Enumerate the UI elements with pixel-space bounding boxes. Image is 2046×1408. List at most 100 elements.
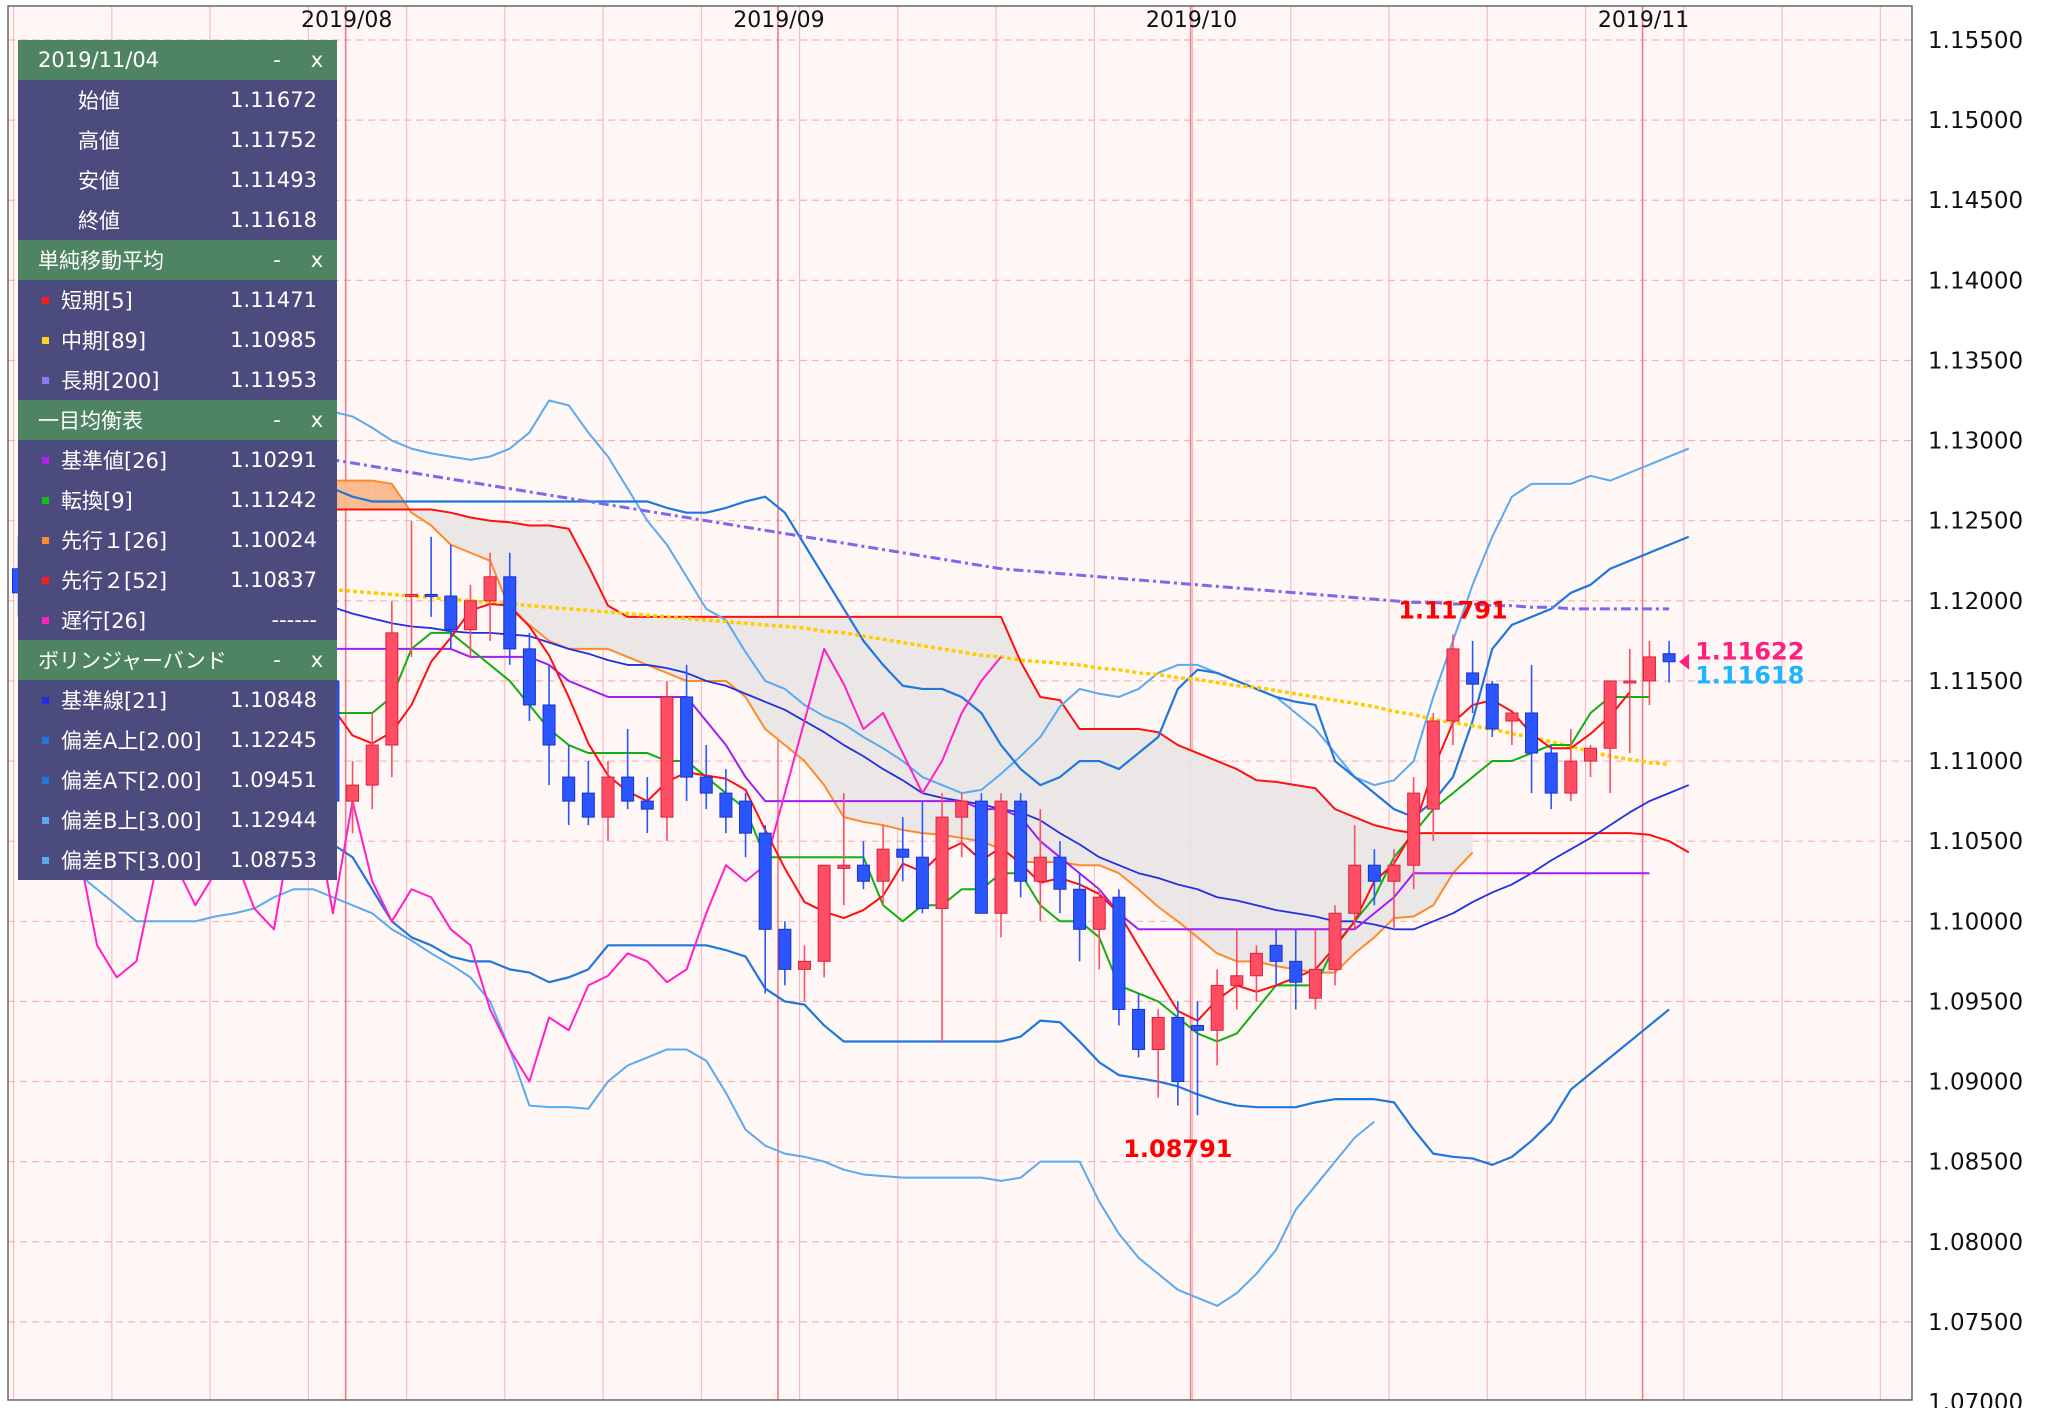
y-tick-label: 1.15000 bbox=[1928, 108, 2023, 134]
close-button[interactable]: x bbox=[310, 648, 324, 672]
close-button[interactable]: x bbox=[310, 408, 324, 432]
panel-row: 偏差A下[2.00] 1.09451 bbox=[18, 760, 337, 800]
candle-body bbox=[483, 576, 497, 602]
panel-row-value: 1.11471 bbox=[230, 288, 317, 312]
legend-color-swatch bbox=[42, 496, 49, 504]
cloud-segment bbox=[1433, 833, 1453, 906]
panel-row: 基準線[21] 1.10848 bbox=[18, 680, 337, 720]
candle-body bbox=[1132, 1008, 1146, 1050]
y-tick-label: 1.07000 bbox=[1928, 1390, 2023, 1408]
legend-color-swatch bbox=[42, 296, 49, 304]
candle-body bbox=[1014, 800, 1028, 882]
panel-row-label: 転換[9] bbox=[61, 489, 133, 513]
sma-rows: 短期[5] 1.11471 中期[89] 1.10985 長期[200] 1.11953 bbox=[18, 280, 337, 400]
candle-body bbox=[856, 864, 870, 882]
candle-body bbox=[1230, 975, 1244, 986]
candle-body bbox=[1112, 896, 1126, 1010]
current-price-label: 1.11622 bbox=[1695, 638, 1804, 666]
minimize-button[interactable]: - bbox=[273, 408, 281, 432]
cloud-segment bbox=[706, 616, 726, 681]
cloud-segment bbox=[1158, 732, 1178, 922]
panel-row: 安値 1.11493 bbox=[18, 160, 337, 200]
minimize-button[interactable]: - bbox=[273, 248, 281, 272]
minimize-button[interactable]: - bbox=[273, 48, 281, 72]
y-tick-label: 1.12000 bbox=[1928, 589, 2023, 615]
candle-body bbox=[640, 800, 654, 810]
panel-row: 先行２[52] 1.10837 bbox=[18, 560, 337, 600]
cloud-segment bbox=[686, 616, 707, 681]
panel-row-label: 先行２[52] bbox=[61, 569, 168, 593]
panel-row-value: 1.11618 bbox=[230, 208, 317, 232]
x-month-label: 2019/10 bbox=[1146, 8, 1237, 33]
panel-row-label: 短期[5] bbox=[61, 289, 133, 313]
candle-body bbox=[424, 593, 438, 597]
bb-lower-3sigma-line bbox=[18, 840, 1375, 1307]
panel-row-label: 長期[200] bbox=[61, 369, 160, 393]
candle-body bbox=[1348, 864, 1362, 914]
cloud-segment bbox=[431, 509, 451, 545]
y-tick-label: 1.11500 bbox=[1928, 669, 2023, 695]
cloud-segment bbox=[1059, 700, 1080, 866]
cloud-segment bbox=[1118, 729, 1139, 890]
candle-body bbox=[1544, 752, 1558, 794]
candle-body bbox=[837, 864, 851, 869]
candle-body bbox=[1249, 952, 1263, 977]
candle-body bbox=[1642, 656, 1656, 682]
panel-row-label: 偏差B下[3.00] bbox=[61, 849, 202, 873]
cloud-segment bbox=[647, 616, 667, 673]
panel-row: 高値 1.11752 bbox=[18, 120, 337, 160]
candle-body bbox=[1328, 912, 1342, 970]
y-tick-label: 1.14500 bbox=[1928, 188, 2023, 214]
cloud-segment bbox=[1452, 833, 1473, 874]
cloud-segment bbox=[1197, 753, 1218, 954]
cloud-segment bbox=[1177, 745, 1198, 938]
candle-body bbox=[601, 776, 615, 818]
candle-body bbox=[1171, 1016, 1185, 1083]
cloud-segment bbox=[1079, 729, 1100, 866]
cloud-segment bbox=[1295, 785, 1316, 973]
candle-body bbox=[1289, 960, 1303, 983]
candle-body bbox=[1073, 888, 1087, 930]
cloud-segment bbox=[1217, 761, 1237, 962]
y-tick-label: 1.08000 bbox=[1928, 1230, 2023, 1256]
x-month-label: 2019/09 bbox=[733, 8, 824, 33]
close-button[interactable]: x bbox=[310, 248, 324, 272]
legend-color-swatch bbox=[42, 336, 49, 344]
ichimoku-title: 一目均衡表 bbox=[38, 409, 143, 433]
cloud-segment bbox=[1099, 729, 1119, 874]
candle-body bbox=[915, 856, 929, 909]
candle-body bbox=[778, 928, 792, 970]
candle-body bbox=[1564, 760, 1578, 794]
cloud-segment bbox=[843, 616, 864, 822]
ichimoku-cloud bbox=[18, 440, 1473, 973]
minimize-button[interactable]: - bbox=[273, 648, 281, 672]
cloud-segment bbox=[804, 616, 825, 786]
candle-body bbox=[935, 816, 949, 909]
cloud-segment bbox=[627, 616, 648, 665]
y-tick-label: 1.13000 bbox=[1928, 429, 2023, 455]
cloud-segment bbox=[470, 517, 491, 561]
candle-body bbox=[876, 848, 890, 882]
panel-row: 短期[5] 1.11471 bbox=[18, 280, 337, 320]
cloud-segment bbox=[1236, 769, 1257, 962]
bollinger-title: ボリンジャーバンド bbox=[38, 649, 227, 673]
candle-body bbox=[1466, 672, 1480, 685]
cloud-segment bbox=[549, 525, 569, 649]
panel-row-label: 安値 bbox=[78, 169, 120, 193]
close-button[interactable]: x bbox=[310, 48, 324, 72]
candle-body bbox=[994, 800, 1008, 914]
panel-row-label: 中期[89] bbox=[61, 329, 147, 353]
candle-body bbox=[1623, 680, 1637, 684]
cloud-segment bbox=[332, 480, 353, 510]
candle-body bbox=[1662, 653, 1676, 663]
candle-body bbox=[1092, 896, 1106, 930]
x-month-label: 2019/08 bbox=[301, 8, 392, 33]
candle-body bbox=[385, 632, 399, 746]
cloud-segment bbox=[568, 528, 589, 649]
legend-color-swatch bbox=[42, 816, 49, 824]
panel-row-value: 1.11953 bbox=[230, 368, 317, 392]
panel-row-label: 偏差A上[2.00] bbox=[61, 729, 202, 753]
cloud-segment bbox=[352, 480, 373, 510]
candle-body bbox=[680, 696, 694, 778]
